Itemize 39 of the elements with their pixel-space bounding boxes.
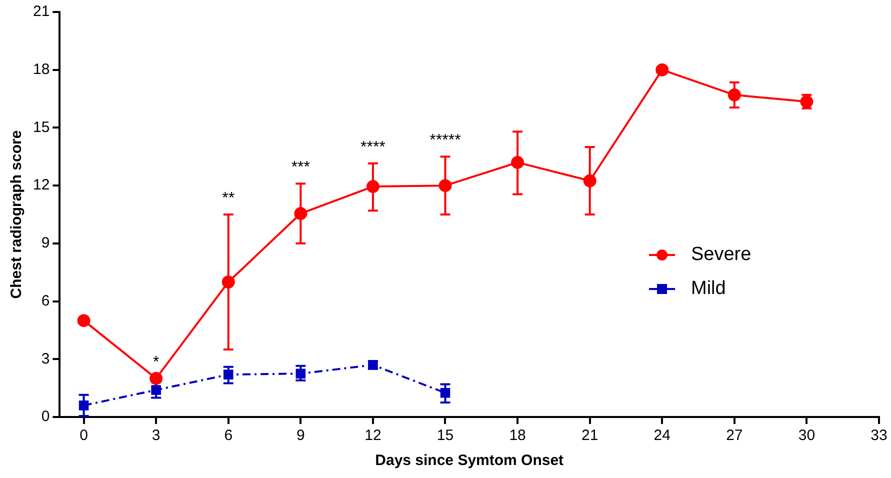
y-tick-label: 15 [32, 118, 50, 136]
point [656, 63, 669, 76]
point [583, 174, 596, 188]
annotation: *** [291, 159, 310, 176]
point [438, 179, 452, 192]
point [366, 180, 380, 194]
y-tick-label: 12 [32, 176, 50, 194]
annotation: * [152, 354, 160, 371]
y-tick-label: 3 [41, 350, 50, 368]
annotation: **** [360, 138, 386, 156]
legend-label: Severe [691, 244, 752, 266]
point [294, 207, 308, 220]
y-axis-title: Chest radiograph score [8, 130, 26, 299]
annotation: ***** [430, 132, 461, 150]
y-tick-label: 0 [41, 408, 50, 426]
x-tick-label: 6 [224, 427, 233, 444]
annotation: ** [222, 190, 235, 207]
y-tick-label: 9 [41, 234, 50, 252]
x-tick-label: 27 [726, 427, 743, 444]
x-tick-label: 9 [296, 427, 305, 444]
x-tick-label: 12 [364, 427, 382, 444]
point [77, 314, 90, 328]
legend-label: Mild [691, 278, 726, 300]
x-axis-title: Days since Symtom Onset [375, 452, 564, 470]
x-tick-label: 24 [654, 427, 670, 444]
point [222, 276, 235, 288]
x-tick-label: 3 [152, 427, 160, 444]
y-tick-label: 21 [32, 3, 50, 20]
x-tick-label: 33 [870, 427, 888, 444]
point [150, 372, 163, 385]
x-tick-label: 15 [436, 427, 454, 444]
point [511, 156, 524, 169]
x-tick-label: 0 [80, 427, 88, 444]
x-tick-label: 30 [798, 427, 816, 444]
y-tick-label: 6 [41, 292, 50, 310]
x-tick-label: 21 [581, 427, 598, 444]
y-tick-label: 18 [32, 61, 50, 78]
point [728, 88, 741, 102]
x-tick-label: 18 [509, 427, 526, 444]
